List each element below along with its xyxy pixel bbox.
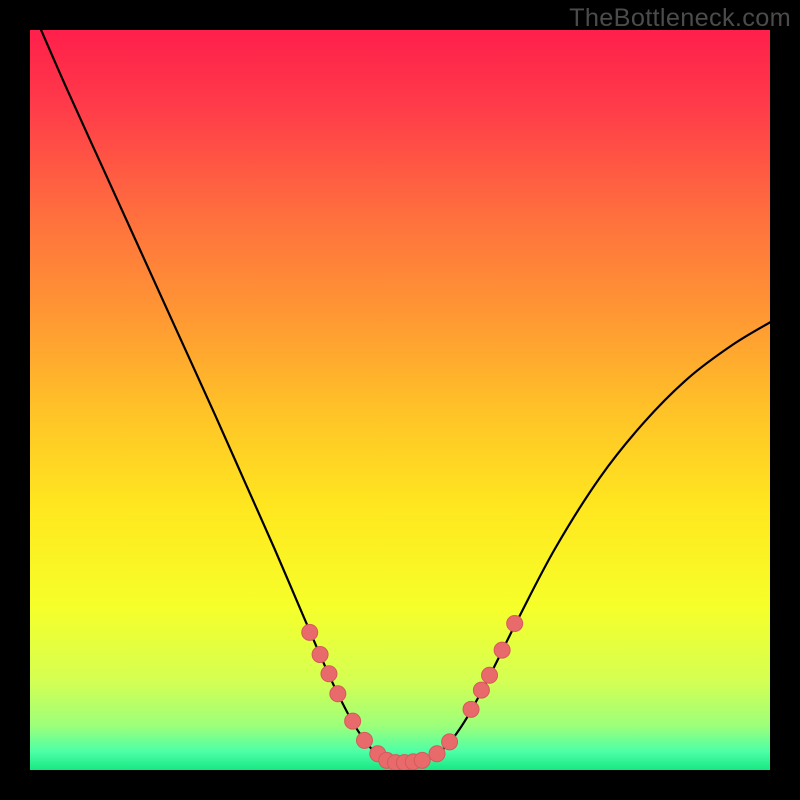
plot-area	[30, 30, 770, 770]
curve-marker	[414, 752, 430, 768]
curve-marker	[442, 734, 458, 750]
curve-marker	[482, 667, 498, 683]
curve-marker	[473, 682, 489, 698]
chart-svg	[30, 30, 770, 770]
curve-marker	[330, 686, 346, 702]
curve-marker	[345, 713, 361, 729]
curve-marker	[302, 624, 318, 640]
watermark-text: TheBottleneck.com	[569, 4, 791, 33]
curve-marker	[429, 746, 445, 762]
curve-marker	[507, 615, 523, 631]
curve-marker	[494, 642, 510, 658]
curve-markers	[302, 615, 523, 770]
curve-marker	[321, 666, 337, 682]
curve-marker	[463, 701, 479, 717]
curve-marker	[356, 732, 372, 748]
bottleneck-curve	[41, 30, 770, 764]
curve-marker	[312, 647, 328, 663]
